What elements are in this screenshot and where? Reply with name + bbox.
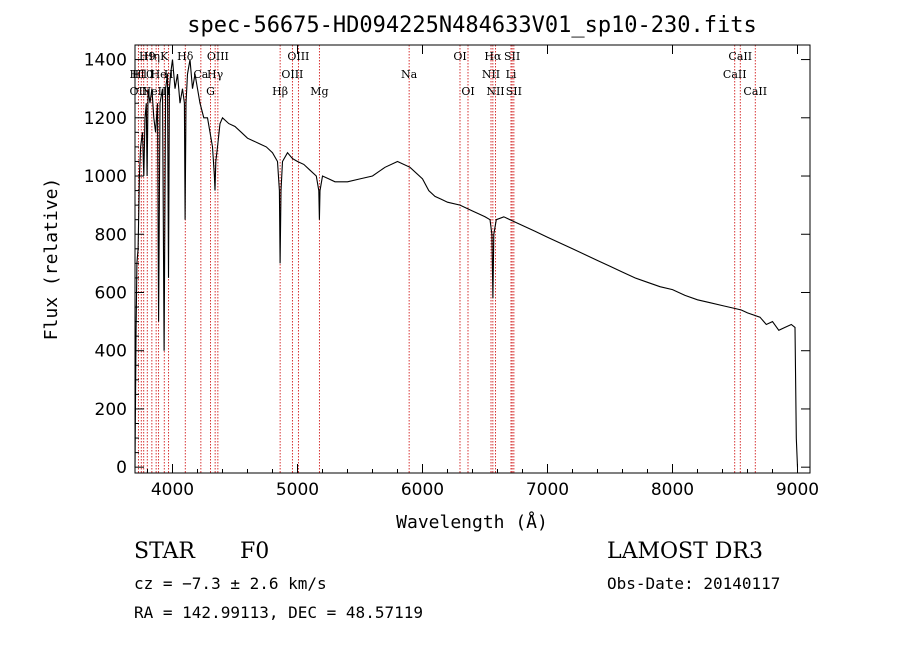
line-label-28: CaII [728,50,752,63]
line-label-9: Hδ [177,50,194,63]
y-axis-label: Flux (relative) [41,178,62,341]
y-tick-label-1: 200 [95,400,127,420]
x-tick-label-3: 7000 [526,480,569,500]
line-label-20: OI [461,85,474,98]
line-label-6: He [151,68,167,81]
line-label-27: CaII [723,68,747,81]
x-axis-ticks: 4000 5000 6000 7000 8000 9000 [147,45,819,500]
object-type: STAR [134,539,195,564]
y-tick-label-3: 600 [95,283,127,303]
spectrum-series-line [134,59,799,468]
line-label-16: OIII [287,50,309,63]
y-tick-label-6: 1200 [84,109,127,129]
line-label-4: Hη [144,50,160,63]
x-tick-label-2: 6000 [401,480,444,500]
line-label-15: OIII [281,68,303,81]
y-axis-ticks: 0 200 400 600 800 1000 1200 1400 [84,51,810,478]
line-label-22: Hα [484,50,502,63]
spectral-line-markers [137,45,756,473]
line-label-12: Hγ [207,68,224,81]
x-tick-label-0: 4000 [151,480,194,500]
line-label-21: NII [482,68,500,81]
line-label-19: OI [453,50,466,63]
x-tick-label-5: 9000 [776,480,819,500]
x-tick-label-4: 8000 [651,480,694,500]
spectral-subclass: F0 [240,539,270,564]
line-label-7: K [160,50,169,63]
y-tick-label-5: 1000 [84,167,127,187]
chart-title: spec-56675-HD094225N484633V01_sp10-230.f… [187,13,757,38]
survey-name: LAMOST DR3 [607,539,763,564]
line-label-11: G [206,85,215,98]
y-tick-label-7: 1400 [84,51,127,71]
line-label-0: OII [130,85,148,98]
y-tick-label-4: 800 [95,225,127,245]
line-label-10: Ca [193,68,208,81]
line-label-13: OIII [207,50,229,63]
line-label-25: SII [504,50,520,63]
line-label-26: SII [506,85,522,98]
plot-frame [134,44,811,474]
line-label-23: NII [486,85,504,98]
y-tick-label-0: 0 [116,458,127,478]
line-label-14: Hβ [272,85,288,98]
line-label-24: Li [506,68,517,81]
observation-date: Obs-Date: 20140117 [607,574,781,593]
x-tick-label-1: 5000 [276,480,319,500]
line-label-2: H11 [132,68,156,81]
coordinates: RA = 142.99113, DEC = 48.57119 [134,603,423,622]
line-label-17: Mg [310,85,328,98]
spectral-line-labels: OIIH10H11H9HηNeIIIHeKHHδCaGHγOIIIHβOIIIO… [129,50,767,98]
line-label-8: H [164,68,174,81]
line-label-18: Na [401,68,418,81]
y-tick-label-2: 400 [95,342,127,362]
x-axis-label: Wavelength (Å) [396,511,548,533]
line-label-29: CaII [743,85,767,98]
redshift-cz: cz = −7.3 ± 2.6 km/s [134,574,327,593]
